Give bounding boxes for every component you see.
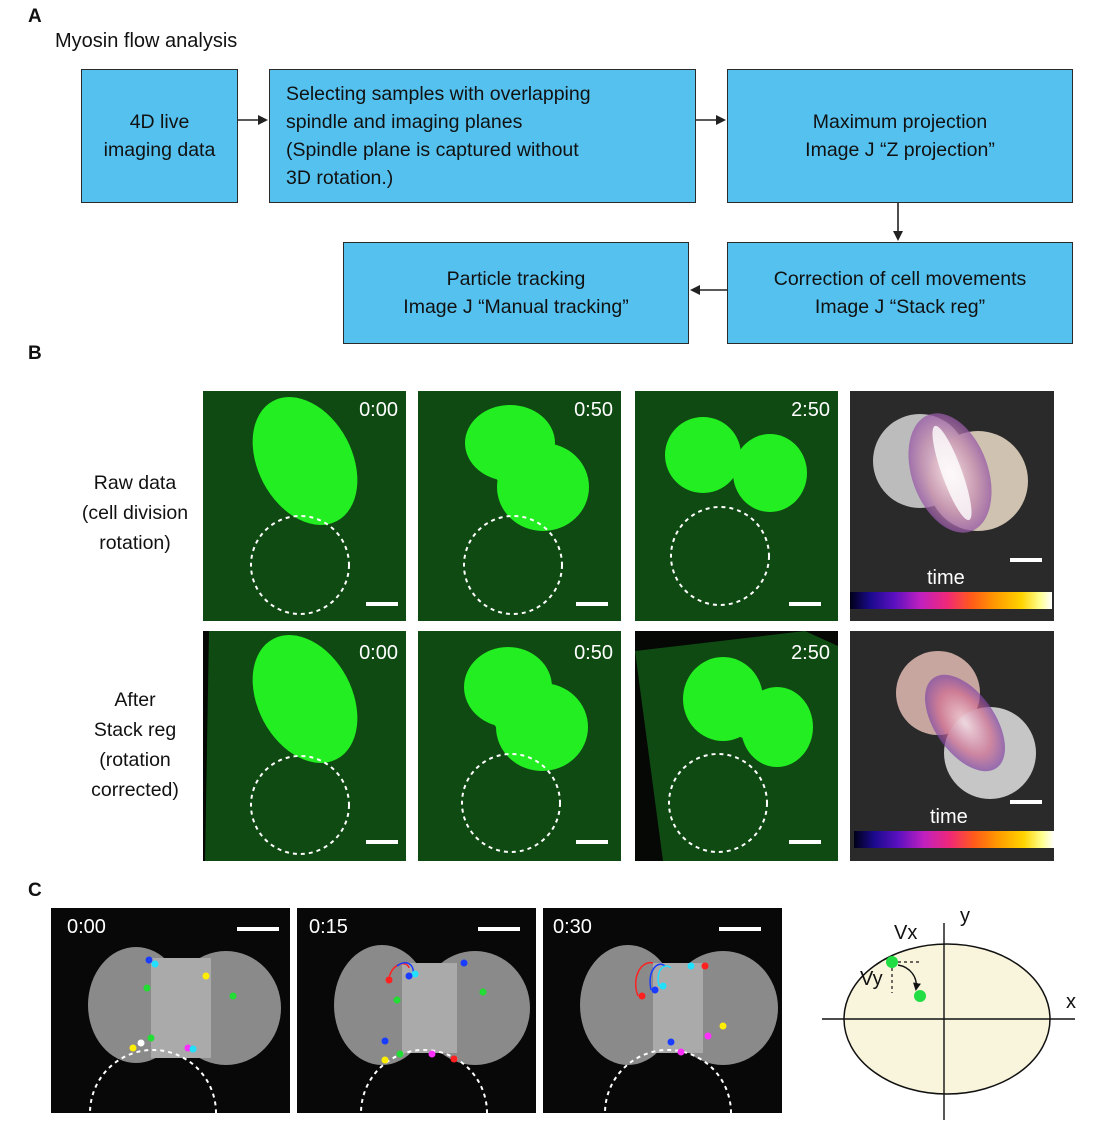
row-label-after-stack-reg: After Stack reg (rotation corrected) [91,689,179,801]
vy-label: Vy [860,968,883,990]
particle-start [886,956,898,968]
tracking-frame-0-00: 0:00 [51,908,290,1113]
panel-a-title: Myosin flow analysis [55,30,238,52]
time-label: time [927,567,965,589]
timestamp: 2:50 [791,642,830,664]
micrograph-raw-0-00: 0:00 [203,391,406,621]
timestamp: 0:50 [574,642,613,664]
flow-step-maximum-projection: Maximum projection Image J “Z projection… [727,69,1073,203]
timestamp: 0:15 [309,916,348,938]
micrograph-reg-0-00: 0:00 [203,631,406,861]
micrograph-reg-0-50: 0:50 [418,631,621,861]
timestamp: 0:00 [359,642,398,664]
time-color-scale [850,592,1052,609]
timestamp: 0:00 [359,399,398,421]
flow-step-particle-tracking: Particle tracking Image J “Manual tracki… [343,242,689,344]
flow-arrows [238,115,903,295]
panel-letter-b: B [28,343,42,364]
panel-letter-a: A [28,6,42,27]
timestamp: 0:30 [553,916,592,938]
scale-bar [576,840,608,844]
vx-label: Vx [894,922,918,944]
tracking-frame-0-15: 0:15 [297,908,536,1113]
flow-step-correction-cell-movements: Correction of cell movements Image J “St… [727,242,1073,344]
timestamp: 0:50 [574,399,613,421]
scale-bar [789,840,821,844]
velocity-diagram: y x Vx Vy [810,905,1100,1120]
row-label-raw-data: Raw data (cell division rotation) [81,472,189,554]
scale-bar [1010,800,1042,804]
time-color-scale [854,831,1054,848]
time-label: time [930,806,968,828]
flow-step-selecting-samples: Selecting samples with overlapping spind… [269,69,696,203]
particle-end [914,990,926,1002]
time-projection-registered: time [850,631,1054,861]
scale-bar [366,602,398,606]
scale-bar [478,927,520,931]
scale-bar [576,602,608,606]
y-axis-label: y [960,905,970,927]
timestamp: 2:50 [791,399,830,421]
micrograph-reg-2-50: 2:50 [635,631,838,861]
scale-bar [789,602,821,606]
micrograph-raw-0-50: 0:50 [418,391,621,621]
scale-bar [237,927,279,931]
time-projection-raw: time [850,391,1054,621]
scale-bar [366,840,398,844]
timestamp: 0:00 [67,916,106,938]
tracking-frame-0-30: 0:30 [543,908,782,1113]
x-axis-label: x [1066,991,1076,1013]
panel-letter-c: C [28,880,42,901]
scale-bar [719,927,761,931]
micrograph-raw-2-50: 2:50 [635,391,838,621]
scale-bar [1010,558,1042,562]
flow-step-imaging-data: 4D live imaging data [81,69,238,203]
